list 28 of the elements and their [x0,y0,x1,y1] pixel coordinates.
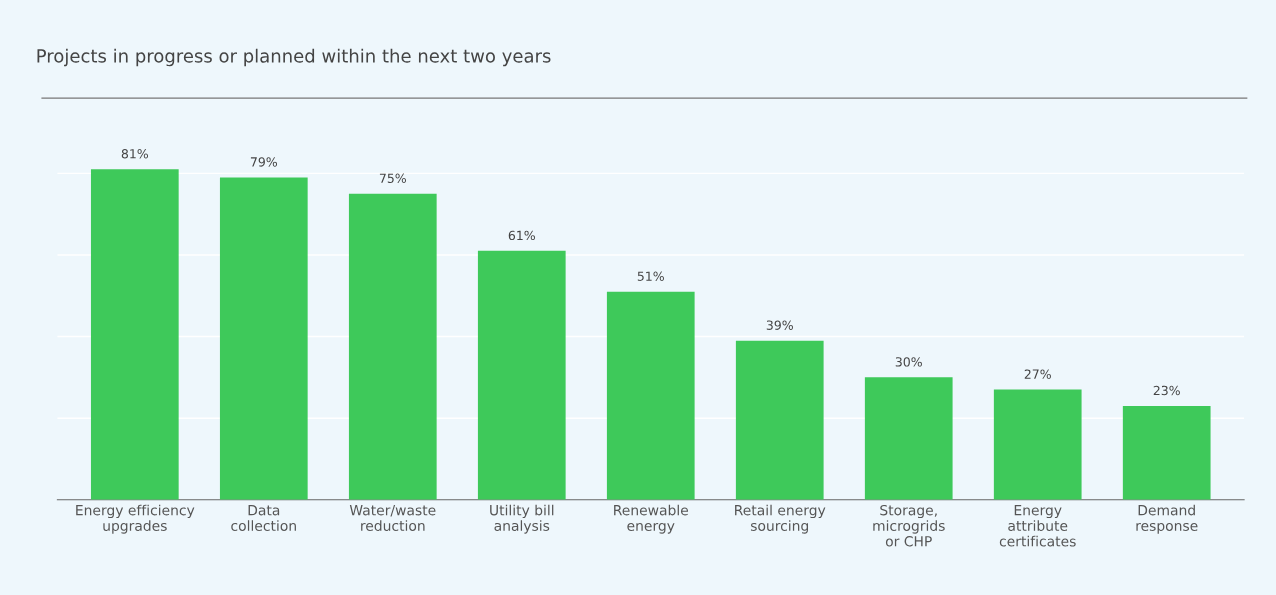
x-tick-label: Energy attribute certificates [999,505,1076,547]
x-tick-label: Demand response [1136,504,1198,534]
x-tick-label: Data collection [231,505,296,531]
bar [90,169,179,500]
data-label: 79% [250,157,277,167]
data-label: 51% [637,271,664,281]
data-label: 27% [1024,369,1051,379]
bar [993,389,1082,500]
x-tick-label: Storage, microgrids or CHP [873,504,945,547]
data-label: 81% [121,149,149,159]
bar [1122,405,1211,500]
bar [219,177,308,500]
bar [348,193,437,500]
x-tick-label: Retail energy sourcing [735,504,826,534]
data-label: 39% [766,320,793,330]
x-tick-label: Utility bill analysis [490,504,554,534]
x-tick-label: Energy efficiency upgrades [76,504,195,534]
chart-title: Projects in progress or planned within the next two years [37,48,551,67]
bar [477,250,566,500]
x-tick-label: Water/waste reduction [349,505,436,531]
data-label: 75% [379,173,406,183]
data-label: 23% [1153,385,1180,396]
data-label: 61% [508,230,535,241]
bar [735,340,824,500]
bar [606,291,695,500]
data-label: 30% [895,357,922,367]
x-tick-label: Renewable energy [614,504,689,534]
bar [864,377,953,500]
